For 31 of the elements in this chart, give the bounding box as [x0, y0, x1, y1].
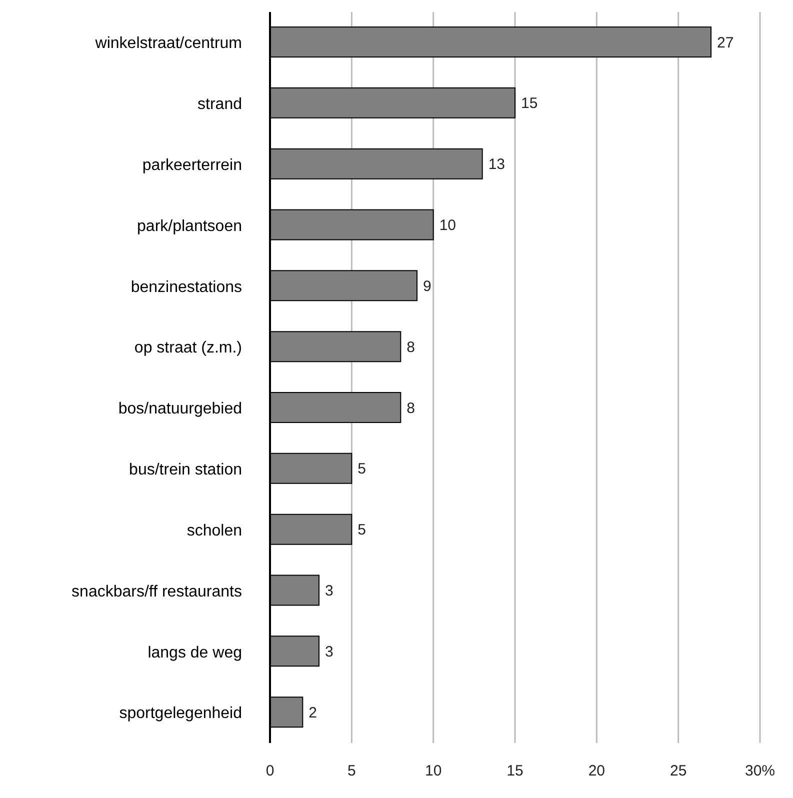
data-label: 5: [358, 460, 366, 478]
x-tick-label: 5: [347, 762, 356, 780]
x-tick-label: 20: [588, 762, 606, 780]
x-tick-label: 10: [424, 762, 442, 780]
y-tick-label: snackbars/ff restaurants: [72, 583, 242, 600]
y-tick-label: strand: [198, 96, 242, 114]
data-label: 8: [406, 338, 416, 356]
data-label: 3: [325, 643, 334, 660]
data-label: 3: [325, 582, 334, 600]
y-tick-label: bos/natuurgebied: [118, 400, 242, 418]
y-tick-label: benzinestations: [130, 278, 242, 296]
data-label: 27: [717, 34, 734, 52]
data-label: 8: [406, 400, 416, 417]
data-label: 9: [423, 278, 432, 295]
y-tick-label: scholen: [186, 522, 242, 540]
data-label: 5: [358, 522, 366, 539]
y-tick-label: op straat (z.m.): [134, 340, 242, 357]
y-tick-label: bus/trein station: [129, 462, 242, 479]
data-label: 10: [439, 217, 456, 234]
data-label: 2: [308, 704, 318, 722]
x-tick-label: 0: [266, 762, 274, 780]
data-label: 15: [521, 95, 538, 112]
x-tick-label: 15: [506, 762, 524, 780]
x-tick-label: 30%: [744, 762, 776, 780]
data-label: 13: [488, 156, 506, 174]
y-tick-label: park/plantsoen: [137, 218, 242, 235]
y-tick-label: sportgelegenheid: [119, 705, 242, 722]
y-tick-label: winkelstraat/centrum: [94, 35, 242, 52]
y-tick-label: langs de weg: [148, 644, 242, 662]
y-tick-label: parkeerterrein: [142, 156, 242, 174]
x-tick-label: 25: [670, 762, 687, 780]
